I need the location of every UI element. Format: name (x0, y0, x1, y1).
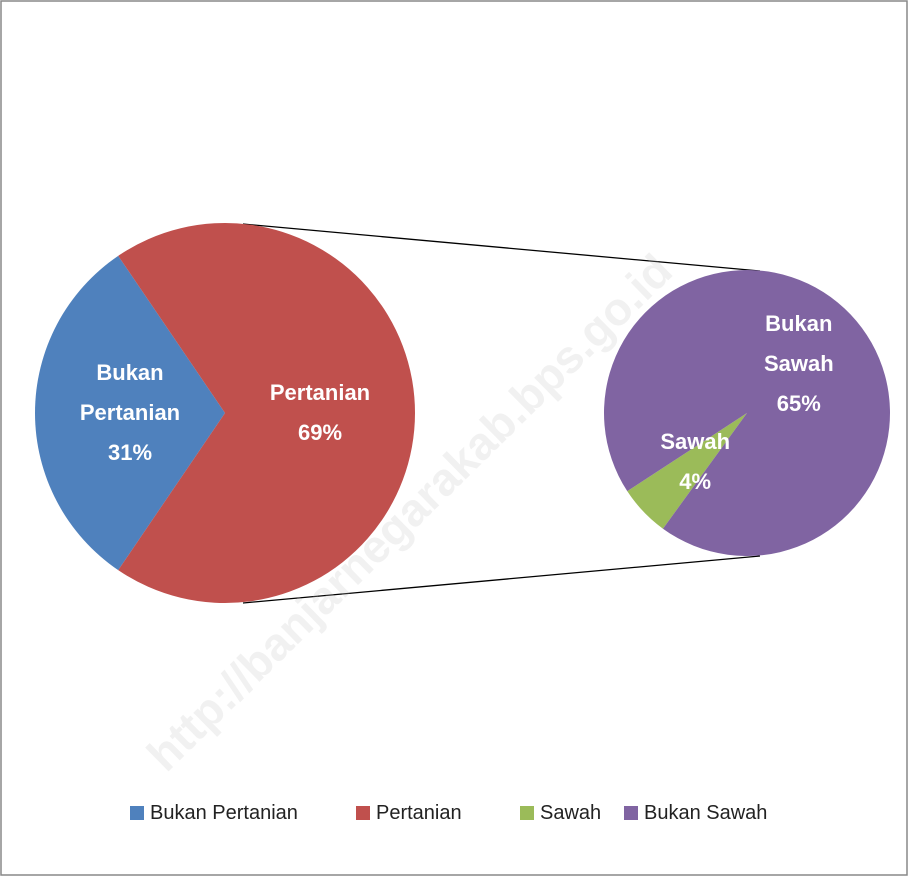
legend-label: Bukan Sawah (644, 802, 768, 824)
slice-label-name: Bukan Pertanian (79, 360, 181, 425)
pie-slice (34, 255, 225, 571)
slice-label-value: 4% (679, 469, 712, 495)
slice-label-name: Pertanian (269, 380, 371, 405)
legend-swatch (130, 806, 144, 820)
pie-slice (627, 413, 747, 529)
connector-line (242, 555, 761, 604)
legend-label: Sawah (540, 802, 602, 824)
slice-label: Pertanian 69% (257, 373, 383, 453)
slice-label-value: 65% (776, 390, 821, 416)
pie-slice (118, 223, 416, 603)
slice-label-value: 31% (107, 440, 153, 465)
connector-line (242, 223, 761, 272)
legend-label: Pertanian (376, 802, 462, 824)
slice-label: Bukan Sawah 65% (736, 304, 862, 424)
legend-swatch (624, 806, 638, 820)
slice-label-value: 69% (297, 420, 343, 445)
slice-label: Bukan Pertanian 31% (67, 353, 193, 473)
legend-swatch (520, 806, 534, 820)
legend-label: Bukan Pertanian (150, 802, 298, 824)
legend-item: Pertanian (356, 800, 462, 826)
legend-swatch (356, 806, 370, 820)
legend-item: Bukan Sawah (624, 800, 767, 826)
legend-item: Sawah (520, 800, 601, 826)
slice-label: Sawah 4% (632, 422, 758, 502)
pie-slice (604, 270, 891, 557)
legend-item: Bukan Pertanian (130, 800, 298, 826)
slice-label-name: Bukan Sawah (763, 310, 834, 376)
slice-label-name: Sawah (660, 429, 731, 455)
